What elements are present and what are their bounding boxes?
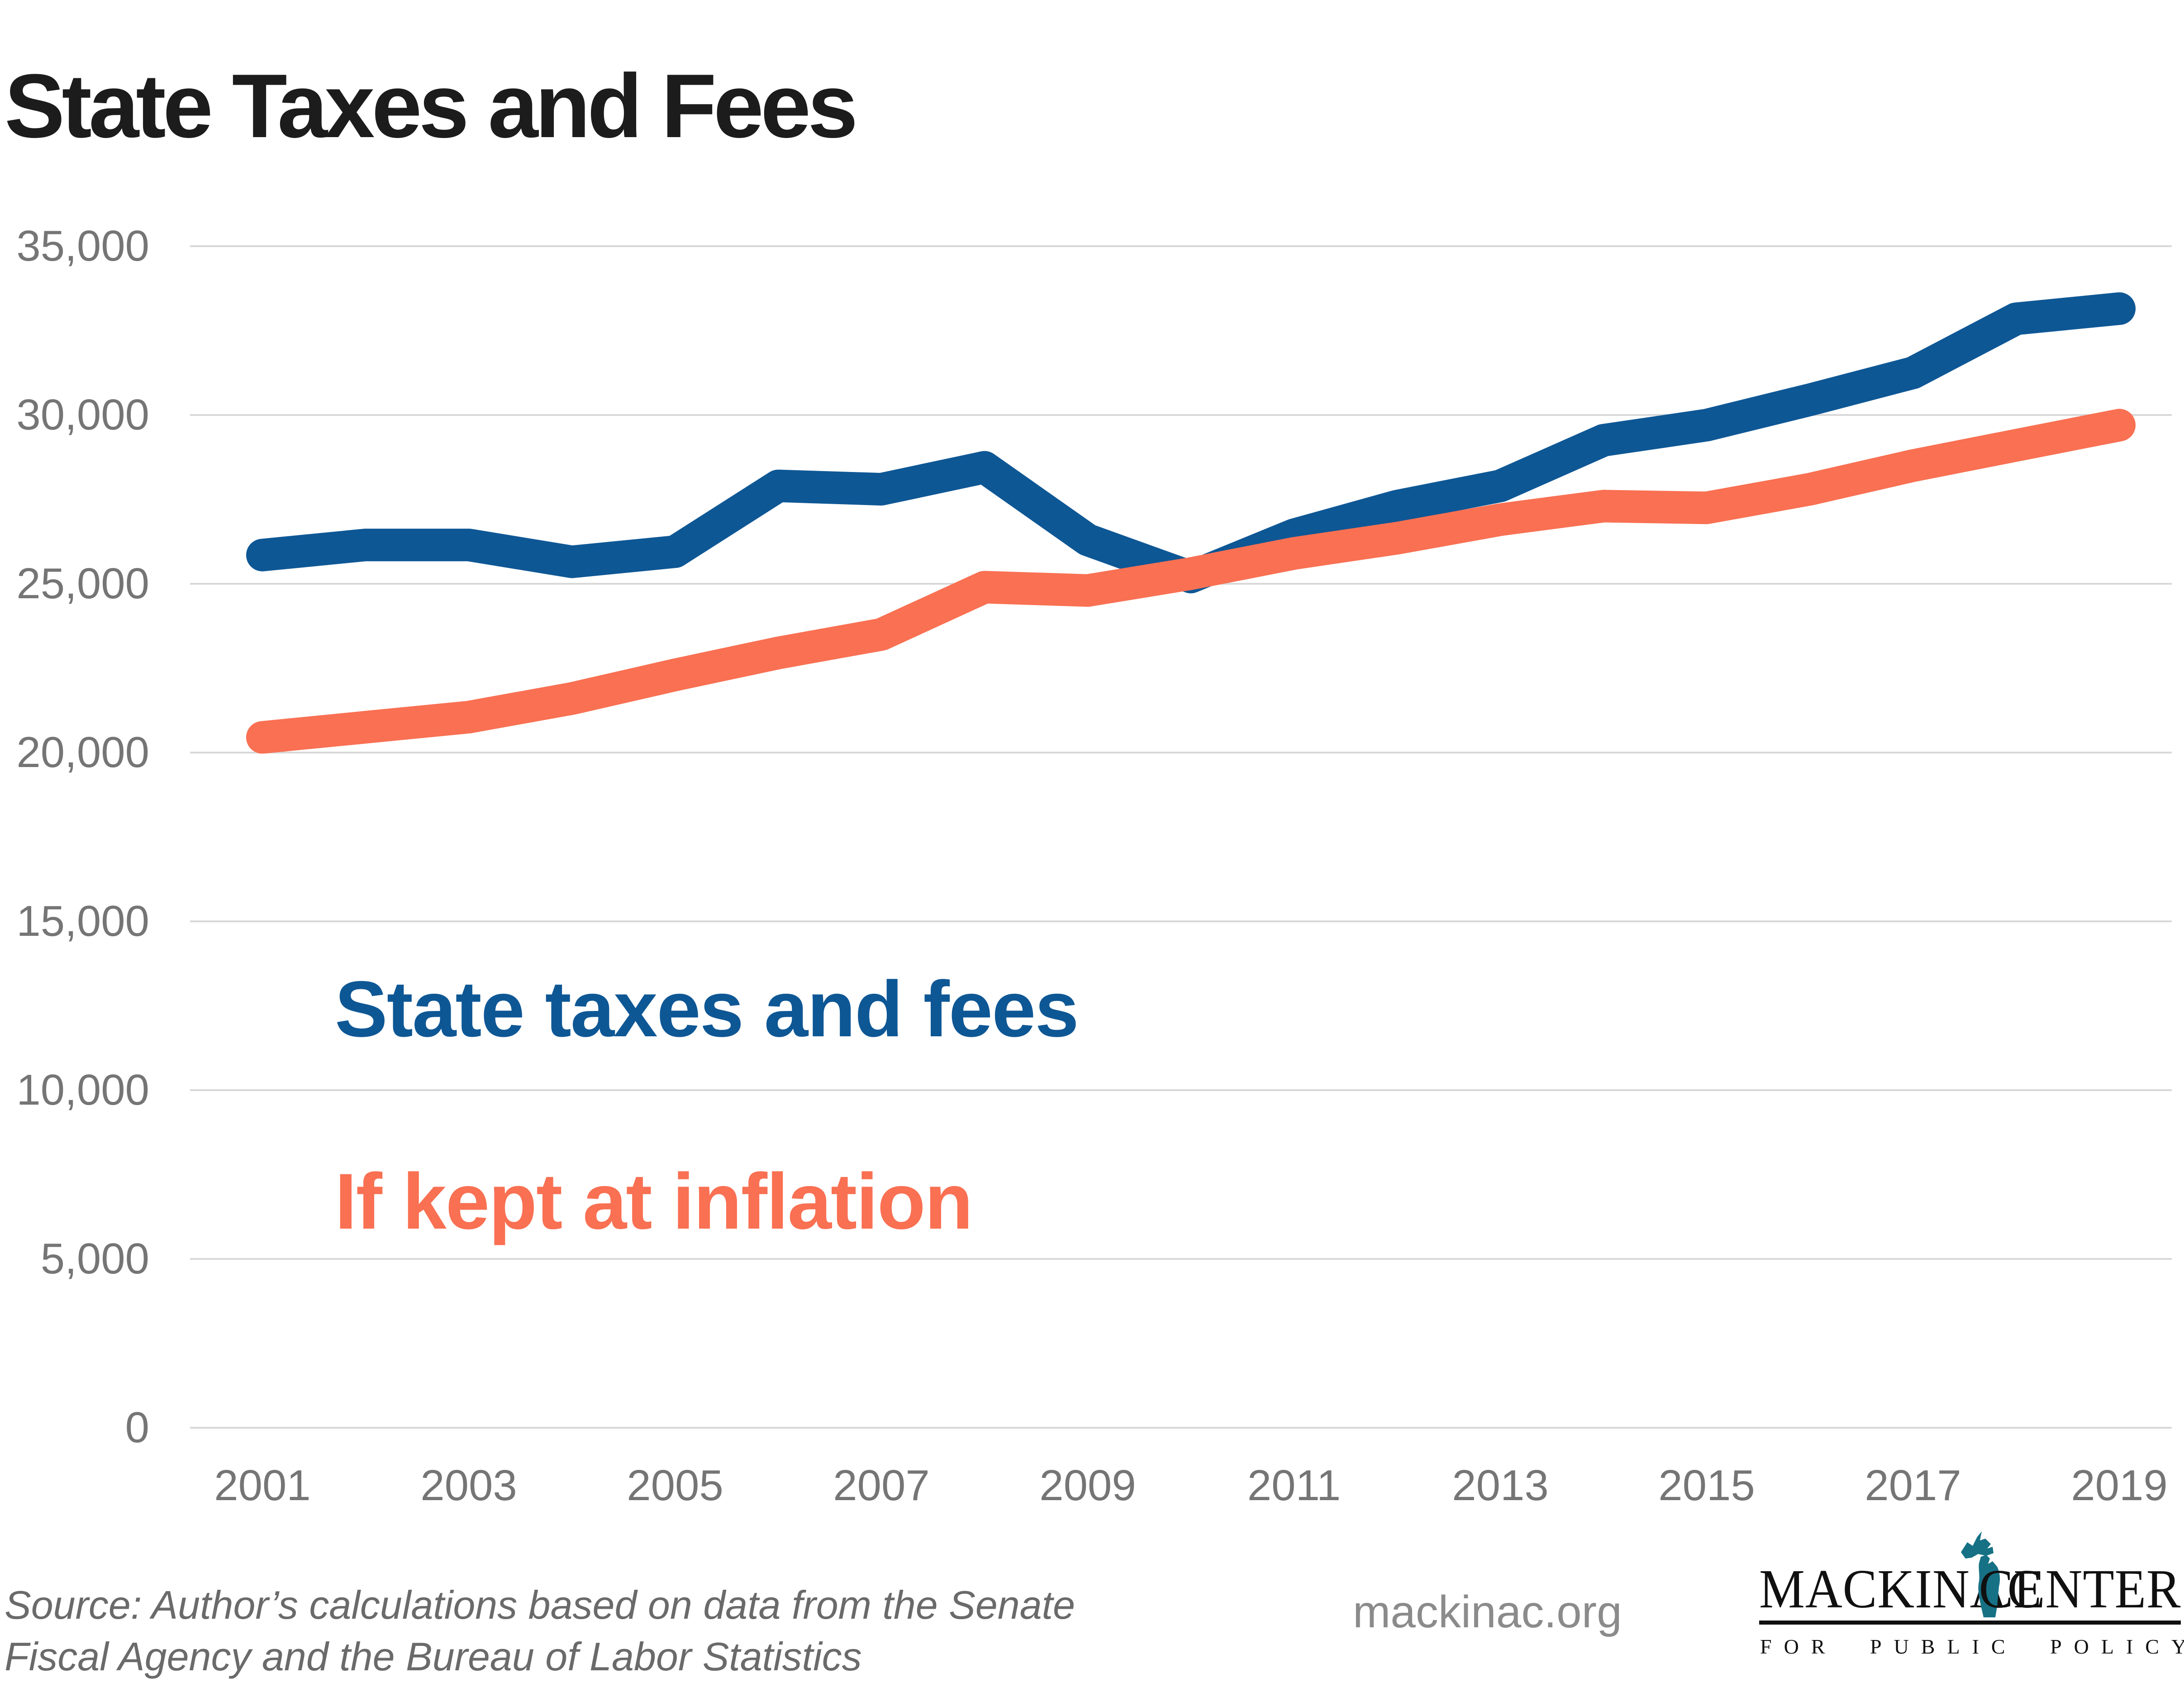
legend-label-state-taxes: State taxes and fees xyxy=(335,965,1079,1053)
website-url: mackinac.org xyxy=(1353,1587,1622,1637)
y-tick-label-15000: 15,000 xyxy=(16,897,149,945)
series-line-state-taxes xyxy=(246,292,2136,594)
y-tick-label-25000: 25,000 xyxy=(16,559,149,608)
x-tick-label-2013: 2013 xyxy=(1452,1461,1549,1510)
y-tick-label-35000: 35,000 xyxy=(16,222,149,270)
source-note: Source: Author’s calculations based on d… xyxy=(5,1579,1075,1683)
x-tick-label-2005: 2005 xyxy=(627,1461,723,1510)
x-tick-label-2019: 2019 xyxy=(2071,1461,2168,1510)
series-line-inflation xyxy=(246,409,2136,754)
x-tick-label-2001: 2001 xyxy=(214,1461,311,1510)
x-tick-label-2017: 2017 xyxy=(1865,1461,1961,1510)
logo-divider-rule xyxy=(1759,1621,2181,1625)
x-tick-label-2015: 2015 xyxy=(1658,1461,1755,1510)
legend-label-inflation: If kept at inflation xyxy=(335,1158,973,1246)
x-tick-label-2007: 2007 xyxy=(833,1461,930,1510)
y-tick-label-30000: 30,000 xyxy=(16,391,149,439)
michigan-map-icon xyxy=(1961,1531,2000,1617)
chart-title: State Taxes and Fees xyxy=(5,56,858,157)
y-tick-label-0: 0 xyxy=(125,1403,149,1452)
y-tick-label-10000: 10,000 xyxy=(16,1066,149,1114)
mackinac-center-logo: MACKINAC CENTER FOR PUBLIC POLICY xyxy=(1759,1525,2184,1661)
x-tick-label-2003: 2003 xyxy=(420,1461,517,1510)
x-tick-label-2009: 2009 xyxy=(1039,1461,1136,1510)
y-tick-label-5000: 5,000 xyxy=(40,1235,149,1283)
logo-word-center: CENTER xyxy=(1979,1559,2181,1620)
x-tick-label-2011: 2011 xyxy=(1247,1461,1341,1510)
source-note-line1: Source: Author’s calculations based on d… xyxy=(5,1583,1075,1627)
logo-wordmark: MACKINAC CENTER xyxy=(1759,1525,2181,1620)
y-tick-label-20000: 20,000 xyxy=(16,728,149,777)
source-note-line2: Fiscal Agency and the Bureau of Labor St… xyxy=(5,1634,862,1679)
logo-tagline: FOR PUBLIC POLICY xyxy=(1760,1635,2184,1658)
